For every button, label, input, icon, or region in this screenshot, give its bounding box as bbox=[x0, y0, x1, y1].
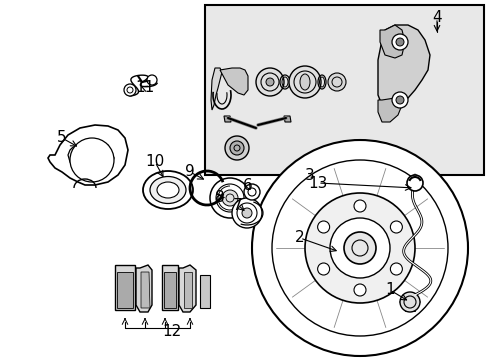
Circle shape bbox=[353, 284, 365, 296]
Text: 13: 13 bbox=[307, 175, 327, 190]
Polygon shape bbox=[141, 272, 150, 308]
Circle shape bbox=[317, 221, 329, 233]
Circle shape bbox=[209, 178, 249, 218]
Polygon shape bbox=[117, 272, 133, 308]
Ellipse shape bbox=[150, 176, 185, 203]
Circle shape bbox=[229, 141, 244, 155]
Text: 3: 3 bbox=[305, 167, 314, 183]
Ellipse shape bbox=[142, 171, 193, 209]
Circle shape bbox=[256, 68, 284, 96]
Polygon shape bbox=[377, 25, 429, 108]
Circle shape bbox=[389, 221, 402, 233]
Polygon shape bbox=[377, 98, 401, 122]
Polygon shape bbox=[210, 68, 222, 110]
Circle shape bbox=[406, 175, 422, 191]
Circle shape bbox=[353, 200, 365, 212]
Circle shape bbox=[124, 84, 136, 96]
Bar bbox=[204, 5, 483, 175]
Ellipse shape bbox=[299, 74, 309, 90]
Polygon shape bbox=[162, 265, 178, 310]
Circle shape bbox=[389, 263, 402, 275]
Text: 2: 2 bbox=[295, 230, 304, 246]
Polygon shape bbox=[284, 116, 290, 122]
Circle shape bbox=[317, 263, 329, 275]
Polygon shape bbox=[163, 272, 176, 308]
Circle shape bbox=[329, 218, 389, 278]
Text: 5: 5 bbox=[57, 130, 67, 145]
Text: 9: 9 bbox=[185, 165, 195, 180]
Polygon shape bbox=[183, 272, 192, 308]
Circle shape bbox=[147, 75, 157, 85]
Text: 4: 4 bbox=[431, 10, 441, 26]
Text: 12: 12 bbox=[162, 324, 181, 339]
Circle shape bbox=[327, 73, 346, 91]
Polygon shape bbox=[220, 68, 247, 95]
Text: 11: 11 bbox=[135, 81, 154, 95]
Circle shape bbox=[224, 136, 248, 160]
Circle shape bbox=[391, 92, 407, 108]
Circle shape bbox=[395, 38, 403, 46]
Polygon shape bbox=[200, 275, 209, 308]
Circle shape bbox=[395, 96, 403, 104]
Circle shape bbox=[305, 193, 414, 303]
Circle shape bbox=[343, 232, 375, 264]
Text: 7: 7 bbox=[233, 198, 243, 212]
Ellipse shape bbox=[157, 182, 179, 198]
Circle shape bbox=[231, 198, 262, 228]
Text: 1: 1 bbox=[385, 283, 394, 297]
Circle shape bbox=[288, 66, 320, 98]
Polygon shape bbox=[68, 140, 114, 178]
Circle shape bbox=[399, 292, 419, 312]
Circle shape bbox=[391, 34, 407, 50]
Polygon shape bbox=[179, 265, 196, 312]
Polygon shape bbox=[115, 265, 135, 310]
Text: 10: 10 bbox=[145, 154, 164, 170]
Circle shape bbox=[244, 184, 260, 200]
Polygon shape bbox=[136, 265, 152, 312]
Text: 6: 6 bbox=[243, 179, 252, 194]
Circle shape bbox=[251, 140, 467, 356]
Polygon shape bbox=[224, 116, 230, 122]
Text: 8: 8 bbox=[215, 189, 224, 204]
Polygon shape bbox=[379, 25, 404, 58]
Circle shape bbox=[242, 208, 251, 218]
Circle shape bbox=[265, 78, 273, 86]
Polygon shape bbox=[48, 125, 128, 185]
Circle shape bbox=[222, 190, 238, 206]
Circle shape bbox=[70, 138, 114, 182]
